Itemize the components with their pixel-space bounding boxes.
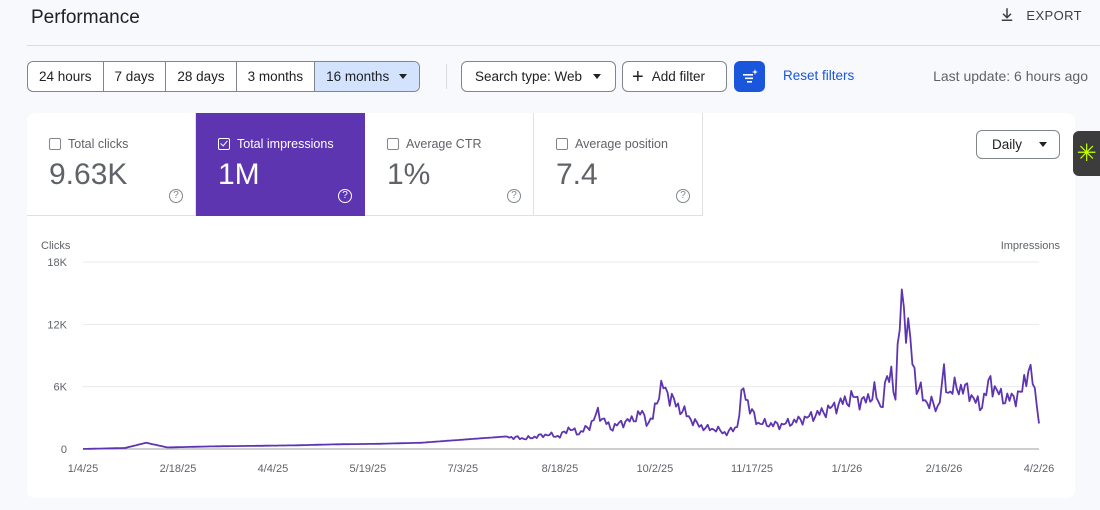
right-axis-label: Impressions (1001, 240, 1061, 252)
series-line-impressions (82, 288, 1040, 450)
metric-average-position[interactable]: Average position 7.4 ? (534, 113, 703, 216)
reset-filters-link[interactable]: Reset filters (783, 68, 855, 83)
date-range-24-hours[interactable]: 24 hours (28, 62, 104, 91)
metric-average-ctr[interactable]: Average CTR 1% ? (365, 113, 534, 216)
checkbox-checked-icon (218, 138, 230, 150)
help-circle-icon[interactable]: ? (338, 189, 352, 203)
metric-label-row: Total impressions (218, 137, 334, 151)
page-title: Performance (31, 7, 140, 28)
x-tick-label: 10/2/25 (637, 463, 674, 475)
checkbox-icon (49, 138, 61, 150)
metric-label: Average CTR (406, 137, 482, 151)
y-tick-label: 6K (54, 382, 68, 394)
performance-card: Total clicks 9.63K ? Total impressions 1… (27, 113, 1075, 498)
metric-label-row: Total clicks (49, 137, 128, 151)
metric-value: 9.63K (49, 158, 128, 191)
y-tick-label: 18K (47, 257, 67, 269)
date-range-3-months[interactable]: 3 months (237, 62, 316, 91)
search-type-label: Search type: Web (475, 69, 583, 84)
x-tick-label: 5/19/25 (350, 463, 387, 475)
caret-down-icon (399, 74, 408, 79)
metric-label: Average position (575, 137, 668, 151)
metric-total-clicks[interactable]: Total clicks 9.63K ? (27, 113, 196, 216)
y-tick-label: 0 (61, 444, 67, 456)
filter-sparkle-button[interactable] (734, 61, 765, 92)
granularity-dropdown[interactable]: Daily (976, 130, 1060, 159)
metric-total-impressions[interactable]: Total impressions 1M ? (196, 113, 365, 216)
x-tick-label: 1/1/26 (832, 463, 863, 475)
x-tick-label: 1/4/25 (68, 463, 99, 475)
performance-chart: Clicks Impressions 0 6K 12K 18K 1/4/25 2/18/25 4… (41, 240, 1061, 475)
search-type-dropdown[interactable]: Search type: Web (461, 61, 616, 92)
metric-label: Total clicks (68, 137, 129, 151)
caret-down-icon (1039, 142, 1048, 147)
x-tick-label: 4/4/25 (258, 463, 289, 475)
date-range-16-months-label: 16 months (326, 69, 390, 84)
filter-sparkle-icon (742, 68, 758, 83)
export-label: EXPORT (1026, 7, 1082, 23)
last-update-text: Last update: 6 hours ago (933, 68, 1088, 84)
asterisk-icon: ✳ (1076, 139, 1097, 167)
granularity-label: Daily (992, 137, 1023, 152)
date-range-28-days[interactable]: 28 days (166, 62, 237, 91)
help-circle-icon[interactable]: ? (507, 189, 521, 203)
x-tick-label: 7/3/25 (448, 463, 479, 475)
header-divider (27, 45, 1100, 46)
x-tick-label: 2/18/25 (160, 463, 197, 475)
date-range-16-months[interactable]: 16 months (315, 62, 420, 91)
date-range-selector: 24 hours 7 days 28 days 3 months 16 mont… (27, 61, 421, 92)
plus-icon: + (632, 65, 644, 88)
x-tick-label: 8/18/25 (542, 463, 579, 475)
y-tick-label: 12K (47, 319, 67, 331)
x-tick-label: 11/17/25 (731, 463, 773, 475)
metric-value: 1% (387, 158, 431, 191)
metric-label: Total impressions (237, 137, 334, 151)
export-button[interactable]: EXPORT (998, 6, 1082, 24)
x-tick-label: 2/16/26 (926, 463, 963, 475)
download-icon (1002, 8, 1013, 21)
metric-label-row: Average position (556, 137, 668, 151)
date-range-7-days[interactable]: 7 days (104, 62, 167, 91)
metric-value: 7.4 (556, 158, 598, 191)
add-filter-button[interactable]: + Add filter (622, 61, 727, 92)
metric-value: 1M (218, 158, 260, 191)
checkbox-icon (387, 138, 399, 150)
x-tick-label: 4/2/26 (1024, 463, 1055, 475)
metric-label-row: Average CTR (387, 137, 482, 151)
help-circle-icon[interactable]: ? (676, 189, 690, 203)
help-circle-icon[interactable]: ? (169, 189, 183, 203)
toolbar-divider (446, 64, 447, 89)
caret-down-icon (593, 74, 602, 79)
add-filter-label: Add filter (651, 69, 705, 84)
side-panel-tab[interactable]: ✳ (1073, 131, 1100, 176)
left-axis-label: Clicks (41, 240, 71, 252)
checkbox-icon (556, 138, 568, 150)
